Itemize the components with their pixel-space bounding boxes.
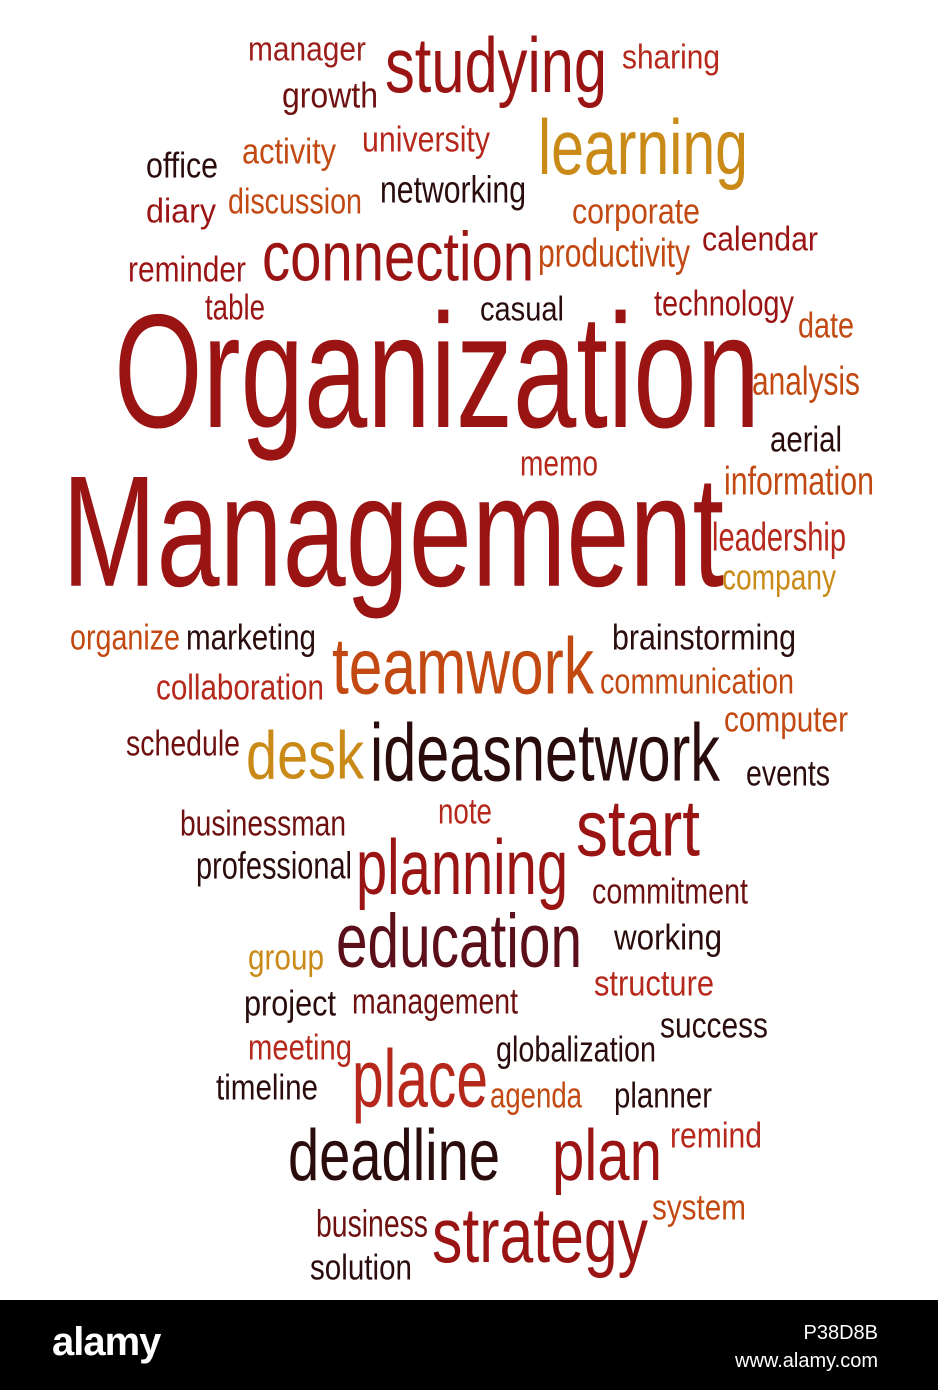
word-diary: diary [146, 191, 216, 230]
word-table: table [205, 287, 265, 329]
word-start: start [576, 782, 700, 873]
site-url: www.alamy.com [735, 1350, 878, 1372]
word-education: education [336, 898, 582, 984]
word-cloud: manager studying sharing growth learning… [62, 22, 874, 1289]
word-management-small: management [352, 981, 518, 1023]
word-business: business [316, 1202, 428, 1246]
word-networking: networking [380, 168, 526, 212]
word-studying: studying [385, 22, 607, 110]
word-professional: professional [196, 844, 352, 888]
word-technology: technology [654, 283, 794, 325]
word-sharing: sharing [622, 37, 720, 76]
word-corporate: corporate [572, 191, 700, 233]
watermark-footer: alamy P38D8B www.alamy.com [0, 1300, 938, 1390]
word-ideasnetwork: ideasnetwork [370, 706, 720, 798]
word-date: date [798, 305, 854, 347]
word-businessman: businessman [180, 803, 346, 845]
word-management-large: Management [62, 442, 724, 620]
word-schedule: schedule [126, 723, 240, 765]
word-aerial: aerial [770, 419, 842, 461]
word-agenda: agenda [490, 1075, 582, 1117]
word-casual: casual [480, 289, 564, 328]
word-leadership: leadership [712, 514, 846, 560]
word-desk: desk [246, 717, 364, 794]
word-discussion: discussion [228, 181, 362, 223]
word-office: office [146, 145, 218, 187]
word-timeline: timeline [216, 1067, 318, 1109]
word-structure: structure [594, 963, 714, 1005]
word-analysis: analysis [752, 358, 860, 404]
word-company: company [722, 557, 836, 599]
word-memo: memo [520, 443, 598, 485]
word-project: project [244, 983, 336, 1025]
alamy-logo: alamy [52, 1320, 161, 1364]
word-deadline: deadline [288, 1115, 500, 1197]
word-planning: planning [356, 824, 568, 912]
word-collaboration: collaboration [156, 667, 324, 709]
word-place: place [352, 1032, 488, 1124]
word-commitment: commitment [592, 871, 748, 913]
word-brainstorming: brainstorming [612, 617, 796, 659]
word-marketing: marketing [186, 617, 316, 659]
word-manager: manager [248, 29, 366, 68]
word-calendar: calendar [702, 219, 818, 258]
word-events: events [746, 753, 830, 795]
word-meeting: meeting [248, 1027, 352, 1069]
word-communication: communication [600, 661, 794, 703]
word-group: group [248, 937, 324, 979]
image-id: P38D8B [803, 1322, 879, 1344]
word-connection: connection [262, 217, 534, 296]
word-productivity: productivity [538, 230, 690, 276]
word-system: system [652, 1187, 746, 1229]
word-reminder: reminder [128, 249, 246, 291]
word-organization: Organization [114, 280, 760, 462]
word-information: information [724, 458, 874, 504]
word-teamwork: teamwork [332, 620, 594, 711]
word-computer: computer [724, 699, 848, 741]
word-organize: organize [70, 617, 180, 659]
word-university: university [362, 119, 490, 161]
word-activity: activity [242, 131, 336, 173]
word-working: working [614, 917, 722, 959]
word-planner: planner [614, 1075, 712, 1117]
word-note: note [438, 791, 492, 833]
word-strategy: strategy [432, 1192, 648, 1280]
word-plan: plan [552, 1115, 662, 1197]
word-success: success [660, 1005, 768, 1047]
word-globalization: globalization [496, 1029, 656, 1071]
word-remind: remind [670, 1115, 762, 1157]
word-learning: learning [538, 104, 748, 192]
word-solution: solution [310, 1247, 412, 1289]
word-growth: growth [282, 75, 378, 117]
